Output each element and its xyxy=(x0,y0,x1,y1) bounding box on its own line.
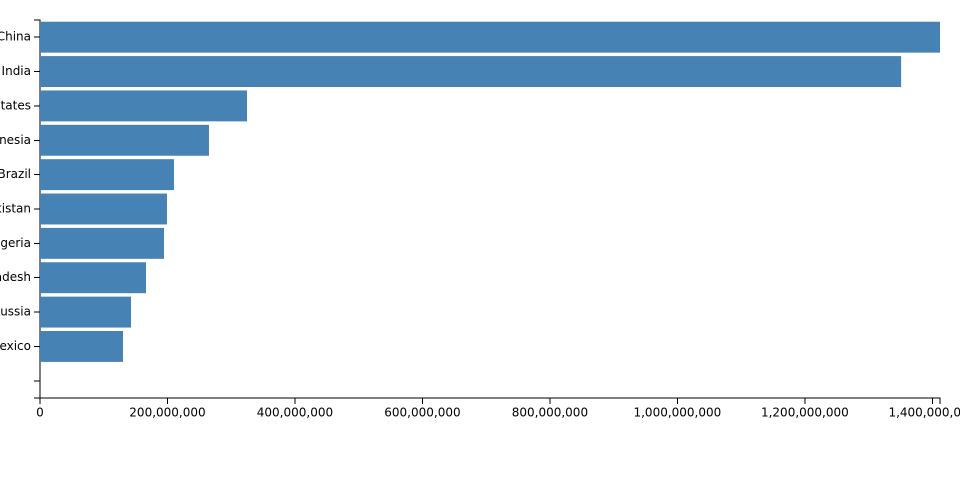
x-tick-label: 600,000,000 xyxy=(384,406,460,420)
x-tick-label: 1,200,000,000 xyxy=(761,406,849,420)
x-tick-label: 400,000,000 xyxy=(257,406,333,420)
x-tick-label: 1,400,000,000 xyxy=(888,406,960,420)
y-tick-label: India xyxy=(2,64,31,78)
bar xyxy=(40,262,146,294)
bar xyxy=(40,56,902,88)
bar xyxy=(40,193,167,225)
y-tick-label: United States xyxy=(0,98,31,112)
bar xyxy=(40,124,209,156)
y-tick-label: Brazil xyxy=(0,167,31,181)
y-tick-label: Mexico xyxy=(0,339,31,353)
bar xyxy=(40,227,164,259)
bar xyxy=(40,90,248,122)
y-tick-label: Nigeria xyxy=(0,236,31,250)
bar xyxy=(40,21,940,53)
bar xyxy=(40,159,174,191)
x-tick-label: 1,000,000,000 xyxy=(633,406,721,420)
bar xyxy=(40,330,123,362)
y-tick-label: Russia xyxy=(0,305,31,319)
x-tick-label: 200,000,000 xyxy=(129,406,205,420)
y-tick-label: Bangladesh xyxy=(0,270,31,284)
bar xyxy=(40,296,132,328)
x-tick-label: 800,000,000 xyxy=(512,406,588,420)
y-tick-label: China xyxy=(0,30,31,44)
x-tick-label: 0 xyxy=(36,406,44,420)
y-tick-label: Pakistan xyxy=(0,202,31,216)
y-tick-label: Indonesia xyxy=(0,133,31,147)
